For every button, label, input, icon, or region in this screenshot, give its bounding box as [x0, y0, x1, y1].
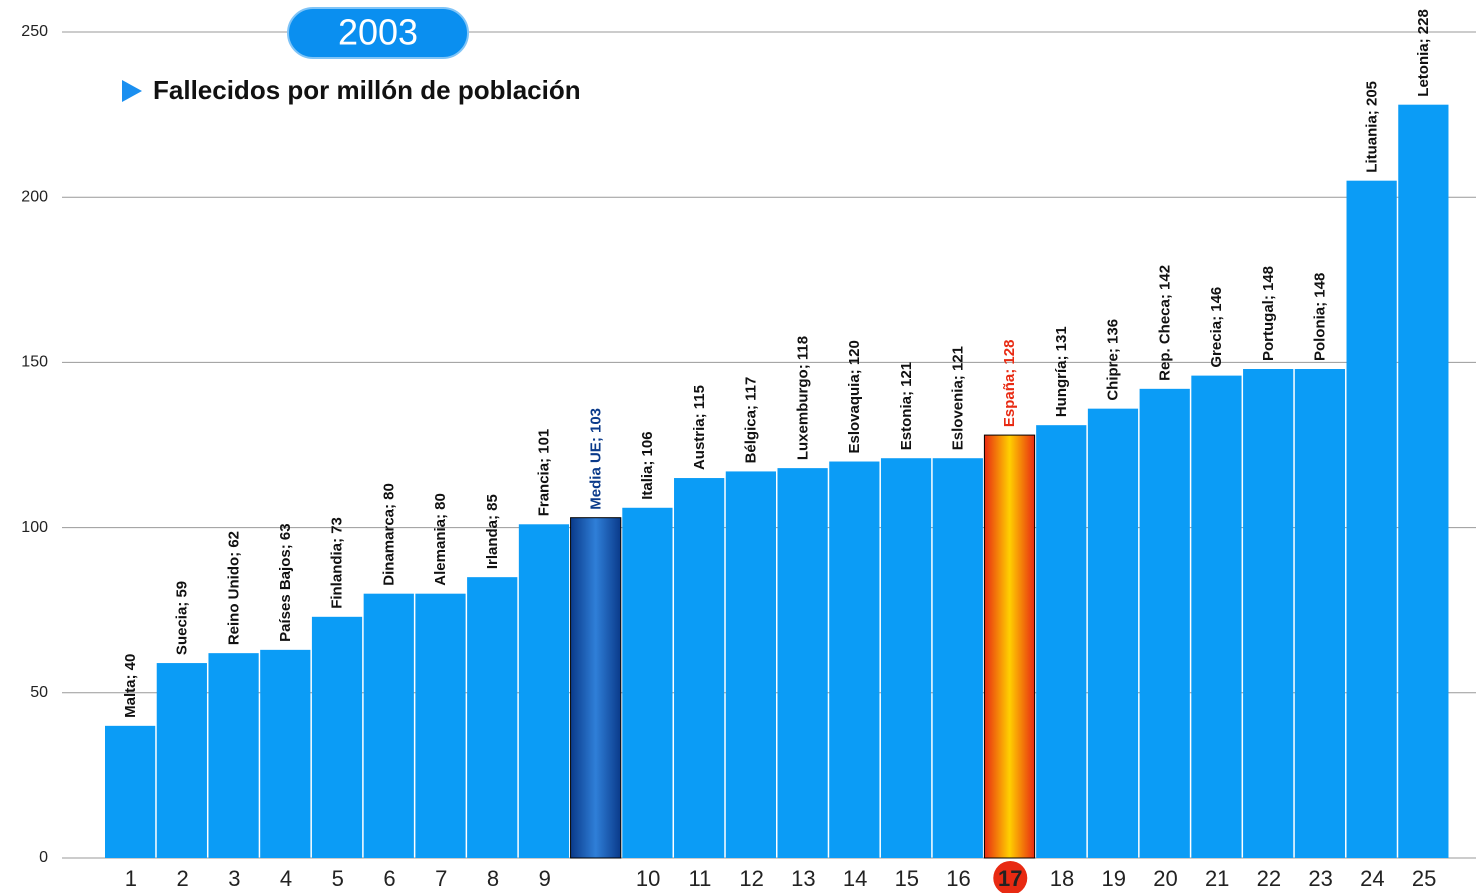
x-tick-label: 13: [791, 866, 815, 891]
x-tick-label: 24: [1360, 866, 1384, 891]
x-tick-label: 3: [228, 866, 240, 891]
bar: [1243, 369, 1294, 858]
data-label: Irlanda; 85: [484, 494, 501, 569]
bullet: [122, 80, 142, 102]
data-label: Finlandia; 73: [329, 517, 346, 609]
data-label: Francia; 101: [536, 429, 553, 517]
y-tick-label: 200: [21, 188, 48, 205]
data-label: Malta; 40: [122, 654, 139, 718]
x-tick-highlight: [993, 861, 1028, 893]
x-tick-label: 9: [539, 866, 551, 891]
bar: [777, 468, 828, 858]
chart-subtitle: Fallecidos por millón de población: [153, 75, 581, 105]
data-label: Estonia; 121: [898, 362, 915, 450]
bar: [880, 458, 932, 858]
bar: [725, 471, 776, 858]
x-tick-label: 2: [176, 866, 188, 891]
x-tick-label: 21: [1205, 866, 1229, 891]
x-tick-label: 15: [895, 866, 919, 891]
bar: [829, 461, 880, 858]
data-label: Eslovenia; 121: [950, 346, 967, 450]
bar: [156, 663, 207, 858]
x-tick-label: 7: [435, 866, 447, 891]
x-tick-label: 12: [739, 866, 763, 891]
bar: [518, 524, 570, 858]
x-tick-label: 22: [1257, 866, 1281, 891]
bars: [105, 104, 1449, 859]
bar: [1398, 104, 1449, 859]
data-label: Bélgica; 117: [743, 377, 760, 464]
bar: [105, 725, 156, 858]
bar: [983, 434, 1036, 859]
x-tick-label: 8: [487, 866, 499, 891]
x-tick-label: 6: [383, 866, 395, 891]
bar: [1346, 180, 1397, 858]
data-label: Hungría; 131: [1053, 326, 1070, 417]
bar: [467, 577, 518, 858]
data-label: Portugal; 148: [1260, 266, 1277, 361]
data-label: Alemania; 80: [432, 493, 449, 586]
x-tick-label: 17: [998, 866, 1022, 891]
bar: [1036, 425, 1087, 858]
data-label: Rep. Checa; 142: [1156, 265, 1173, 381]
data-label: Dinamarca; 80: [380, 483, 397, 586]
bar: [1191, 375, 1242, 858]
bar: [363, 593, 414, 858]
bar: [208, 653, 259, 858]
y-tick-label: 250: [21, 23, 48, 40]
chart-title: 2003: [338, 12, 418, 53]
x-tick-label: 10: [636, 866, 660, 891]
data-label: Suecia; 59: [174, 581, 191, 655]
bar: [1294, 369, 1346, 858]
y-tick-label: 100: [21, 519, 48, 536]
bar: [415, 593, 466, 858]
data-label: Países Bajos; 63: [277, 523, 294, 641]
x-tick-label: 16: [946, 866, 970, 891]
data-label: Chipre; 136: [1105, 319, 1122, 401]
data-label: Eslovaquia; 120: [846, 340, 863, 453]
bar: [311, 616, 363, 858]
x-tick-label: 18: [1050, 866, 1074, 891]
bar: [260, 649, 311, 858]
data-label: Italia; 106: [639, 431, 656, 499]
data-label: Lituania; 205: [1363, 81, 1380, 173]
bar: [1139, 388, 1190, 858]
data-label: Polonia; 148: [1312, 273, 1329, 361]
y-tick-label: 0: [39, 849, 48, 866]
x-tick-label: 20: [1153, 866, 1177, 891]
x-tick-label: 11: [688, 866, 711, 891]
data-label: España; 128: [1001, 340, 1018, 428]
title-pill: [287, 7, 469, 59]
bar: [570, 517, 622, 859]
x-tick-label: 25: [1412, 866, 1436, 891]
data-label: Letonia; 228: [1415, 9, 1432, 97]
x-tick-label: 19: [1101, 866, 1125, 891]
bar: [932, 458, 983, 858]
data-label: Grecia; 146: [1208, 287, 1225, 368]
x-tick-label: 14: [843, 866, 867, 891]
data-label: Media UE; 103: [587, 408, 604, 510]
data-label: Luxemburgo; 118: [794, 336, 811, 460]
x-tick-label: 5: [332, 866, 344, 891]
y-tick-label: 150: [21, 354, 48, 371]
x-tick-label: 23: [1308, 866, 1332, 891]
x-tick-label: 1: [125, 866, 137, 891]
y-tick-label: 50: [30, 684, 48, 701]
data-label: Reino Unido; 62: [225, 531, 242, 645]
bar: [674, 478, 725, 858]
bar: [1087, 408, 1139, 858]
x-tick-label: 4: [280, 866, 292, 891]
bar: [622, 507, 673, 858]
data-label: Austria; 115: [691, 385, 708, 470]
